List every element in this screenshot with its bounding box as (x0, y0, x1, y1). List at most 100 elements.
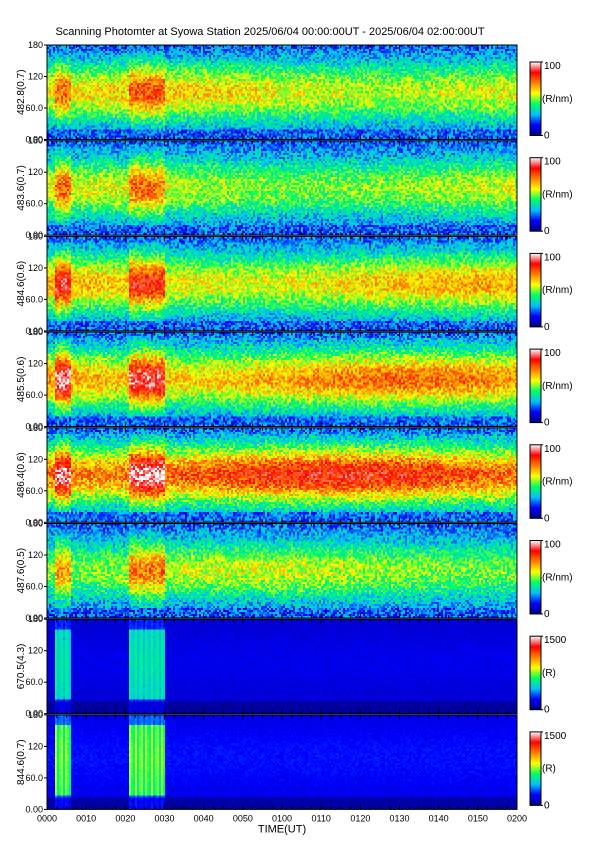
panel-ylabel-4: 486.4(0.6) (16, 452, 27, 498)
y-tick-label: 0.00 (25, 517, 43, 527)
colorbar-unit-label: (R/nm) (542, 189, 573, 200)
x-tick-label: 0200 (507, 813, 527, 823)
y-tick-label: 180 (28, 327, 43, 337)
panel-heatmap-2 (47, 236, 517, 331)
panel-7: 0.00 60.0 120 180 844.6(0.7) 1500 (R) 0 (16, 710, 567, 815)
x-tick-label: 0050 (233, 813, 253, 823)
y-tick-label: 60.0 (25, 677, 43, 687)
colorbar-unit-label: (R) (542, 668, 556, 679)
colorbar-unit-label: (R/nm) (542, 285, 573, 296)
colorbar-min-label: 0 (544, 513, 550, 524)
colorbar-unit-label: (R/nm) (542, 94, 573, 105)
panel-heatmap-5 (47, 523, 517, 618)
colorbar-6 (529, 635, 542, 711)
x-tick-label: 0020 (115, 813, 135, 823)
y-tick-label: 180 (28, 614, 43, 624)
panel-heatmap-6 (47, 619, 517, 714)
x-tick-label: 0040 (194, 813, 214, 823)
panel-2: 0.00 60.0 120 180 484.6(0.6) 100 (R/nm) 0 (16, 231, 573, 336)
y-tick-label: 0.00 (25, 326, 43, 336)
colorbar-1 (529, 157, 542, 232)
y-tick-label: 0.00 (25, 135, 43, 145)
y-tick-label: 60.0 (25, 390, 43, 400)
y-tick-label: 180 (28, 40, 43, 50)
y-tick-label: 120 (28, 454, 43, 464)
y-tick-label: 180 (28, 519, 43, 529)
colorbar-min-label: 0 (544, 800, 550, 811)
y-tick-label: 60.0 (25, 199, 43, 209)
panel-1: 0.00 60.0 120 180 483.6(0.7) 100 (R/nm) 0 (16, 136, 573, 241)
colorbar-7 (529, 731, 542, 806)
colorbar-unit-label: (R/nm) (542, 572, 573, 583)
y-tick-label: 120 (28, 550, 43, 560)
y-tick-label: 0.00 (25, 709, 43, 719)
colorbar-unit-label: (R/nm) (542, 381, 573, 392)
y-tick-label: 180 (28, 136, 43, 146)
y-tick-label: 180 (28, 710, 43, 720)
panel-heatmap-4 (47, 427, 517, 523)
x-axis-label: TIME(UT) (258, 823, 306, 835)
panel-0: 0.00 60.0 120 180 482.8(0.7) 100 (R/nm) 0 (16, 40, 573, 145)
panel-3: 0.00 60.0 120 180 485.5(0.6) 100 (R/nm) 0 (16, 327, 573, 432)
panel-4: 0.00 60.0 120 180 486.4(0.6) 100 (R/nm) 0 (16, 423, 573, 528)
y-tick-label: 60.0 (25, 486, 43, 496)
x-tick-label: 0150 (468, 813, 488, 823)
y-tick-label: 0.00 (25, 613, 43, 623)
colorbar-min-label: 0 (544, 705, 550, 716)
panel-heatmap-3 (47, 332, 517, 427)
colorbar-0 (529, 61, 542, 136)
colorbar-max-label: 1500 (544, 731, 567, 742)
colorbar-3 (529, 348, 542, 424)
panel-ylabel-7: 844.6(0.7) (16, 739, 27, 785)
panel-ylabel-1: 483.6(0.7) (16, 165, 27, 211)
y-tick-label: 60.0 (25, 103, 43, 113)
panel-6: 0.00 60.0 120 180 670.5(4.3) 1500 (R) 0 (16, 614, 567, 719)
colorbar-4 (529, 444, 542, 519)
y-tick-label: 120 (28, 741, 43, 751)
colorbar-max-label: 100 (544, 61, 561, 72)
colorbar-max-label: 100 (544, 540, 561, 551)
y-tick-label: 60.0 (25, 582, 43, 592)
y-tick-label: 0.00 (25, 804, 43, 814)
x-tick-label: 0110 (311, 813, 330, 823)
colorbar-2 (529, 252, 542, 328)
x-axis: 0000 0010 0020 0030 0040 0050 0100 0110 0120 0130… (37, 813, 527, 835)
colorbar-max-label: 1500 (544, 635, 567, 646)
x-tick-label: 0130 (389, 813, 409, 823)
colorbar-min-label: 0 (544, 226, 550, 237)
x-tick-label: 0030 (154, 813, 174, 823)
colorbar-min-label: 0 (544, 131, 550, 142)
panel-heatmap-0 (47, 45, 517, 140)
y-tick-label: 120 (28, 167, 43, 177)
colorbar-max-label: 100 (544, 444, 561, 455)
panel-ylabel-5: 487.6(0.5) (16, 548, 27, 594)
panels-group: 0.00 60.0 120 180 482.8(0.7) 100 (R/nm) 0 0.00 60… (16, 40, 573, 814)
panel-heatmap-7 (47, 714, 517, 810)
y-tick-label: 60.0 (25, 294, 43, 304)
colorbar-max-label: 100 (544, 348, 561, 359)
panel-heatmap-1 (47, 140, 517, 236)
x-tick-label: 0010 (76, 813, 96, 823)
y-tick-label: 180 (28, 423, 43, 433)
colorbar-unit-label: (R) (542, 764, 556, 775)
y-tick-label: 120 (28, 646, 43, 656)
y-tick-label: 0.00 (25, 230, 43, 240)
y-tick-label: 0.00 (25, 422, 43, 432)
panel-ylabel-6: 670.5(4.3) (16, 644, 27, 690)
x-tick-label: 0140 (429, 813, 449, 823)
colorbar-min-label: 0 (544, 418, 550, 429)
colorbar-max-label: 100 (544, 252, 561, 263)
colorbar-unit-label: (R/nm) (542, 477, 573, 488)
y-tick-label: 60.0 (25, 773, 43, 783)
colorbar-min-label: 0 (544, 322, 550, 333)
panel-5: 0.00 60.0 120 180 487.6(0.5) 100 (R/nm) 0 (16, 519, 573, 624)
x-tick-label: 0000 (37, 813, 57, 823)
x-tick-label: 0100 (272, 813, 292, 823)
colorbar-5 (529, 540, 542, 615)
y-tick-label: 180 (28, 231, 43, 241)
x-tick-label: 0120 (350, 813, 370, 823)
panel-ylabel-3: 485.5(0.6) (16, 357, 27, 403)
y-tick-label: 120 (28, 359, 43, 369)
panel-ylabel-2: 484.6(0.6) (16, 261, 27, 307)
